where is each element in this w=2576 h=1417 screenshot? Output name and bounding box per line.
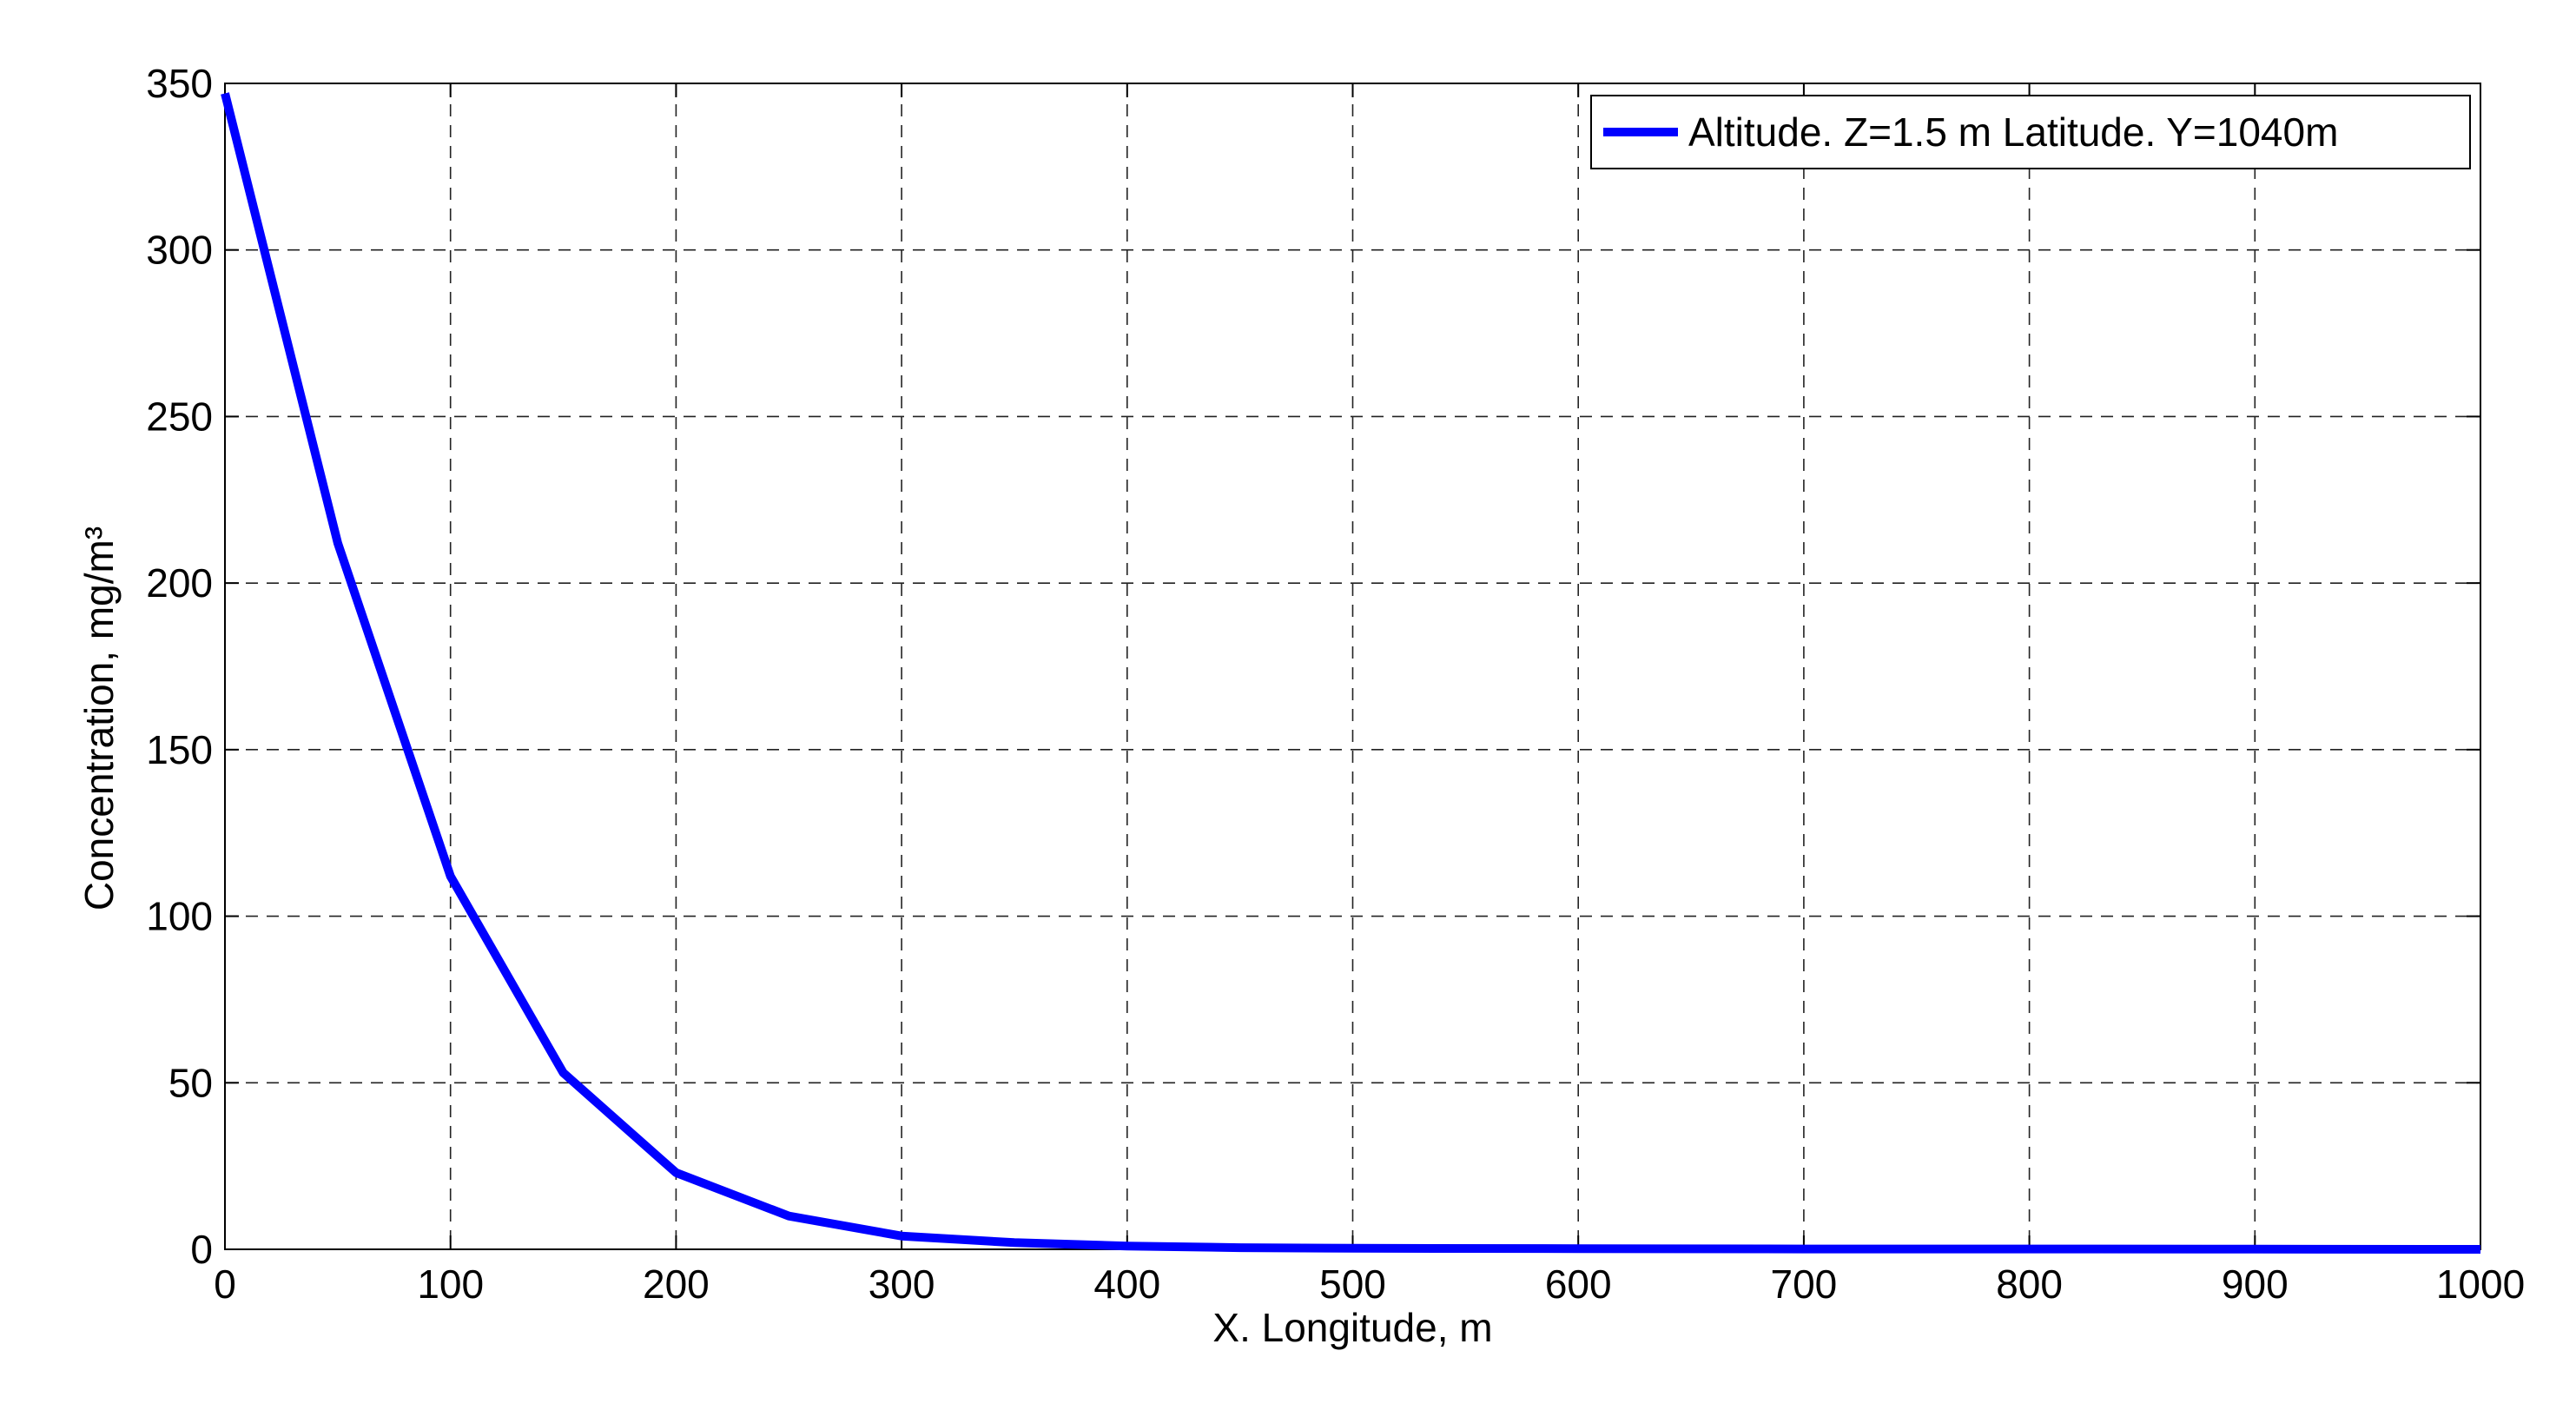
y-tick-label: 300 xyxy=(146,228,213,273)
axis-ticks: 0 100 200 300 400 500 600 700 800 900 1000 0 50 100 15… xyxy=(146,61,2525,1307)
x-tick-label: 700 xyxy=(1771,1261,1838,1307)
y-tick-label: 50 xyxy=(168,1060,213,1105)
x-tick-label: 900 xyxy=(2222,1261,2289,1307)
x-tick-label: 600 xyxy=(1545,1261,1612,1307)
x-tick-label: 500 xyxy=(1319,1261,1386,1307)
legend-box xyxy=(1590,95,2471,169)
y-tick-label: 150 xyxy=(146,727,213,772)
y-axis-label: Concentration, mg/m³ xyxy=(76,526,122,910)
x-tick-label: 400 xyxy=(1093,1261,1160,1307)
legend: Altitude. Z=1.5 m Latitude. Y=1040m xyxy=(1590,95,2471,169)
y-tick-label: 100 xyxy=(146,894,213,939)
y-tick-label: 0 xyxy=(190,1227,213,1272)
x-tick-label: 100 xyxy=(417,1261,484,1307)
y-tick-label: 200 xyxy=(146,560,213,606)
x-tick-label: 0 xyxy=(214,1261,236,1307)
y-tick-label: 350 xyxy=(146,61,213,106)
grid-lines xyxy=(225,83,2480,1249)
x-tick-label: 800 xyxy=(1996,1261,2063,1307)
series-layer xyxy=(221,92,2481,1254)
x-axis-label: X. Longitude, m xyxy=(1212,1305,1492,1350)
legend-label: Altitude. Z=1.5 m Latitude. Y=1040m xyxy=(1688,109,2338,155)
y-tick-label: 250 xyxy=(146,394,213,439)
x-tick-label: 1000 xyxy=(2436,1261,2525,1307)
x-tick-label: 200 xyxy=(643,1261,710,1307)
x-tick-label: 300 xyxy=(869,1261,935,1307)
series-line xyxy=(221,92,2481,1254)
